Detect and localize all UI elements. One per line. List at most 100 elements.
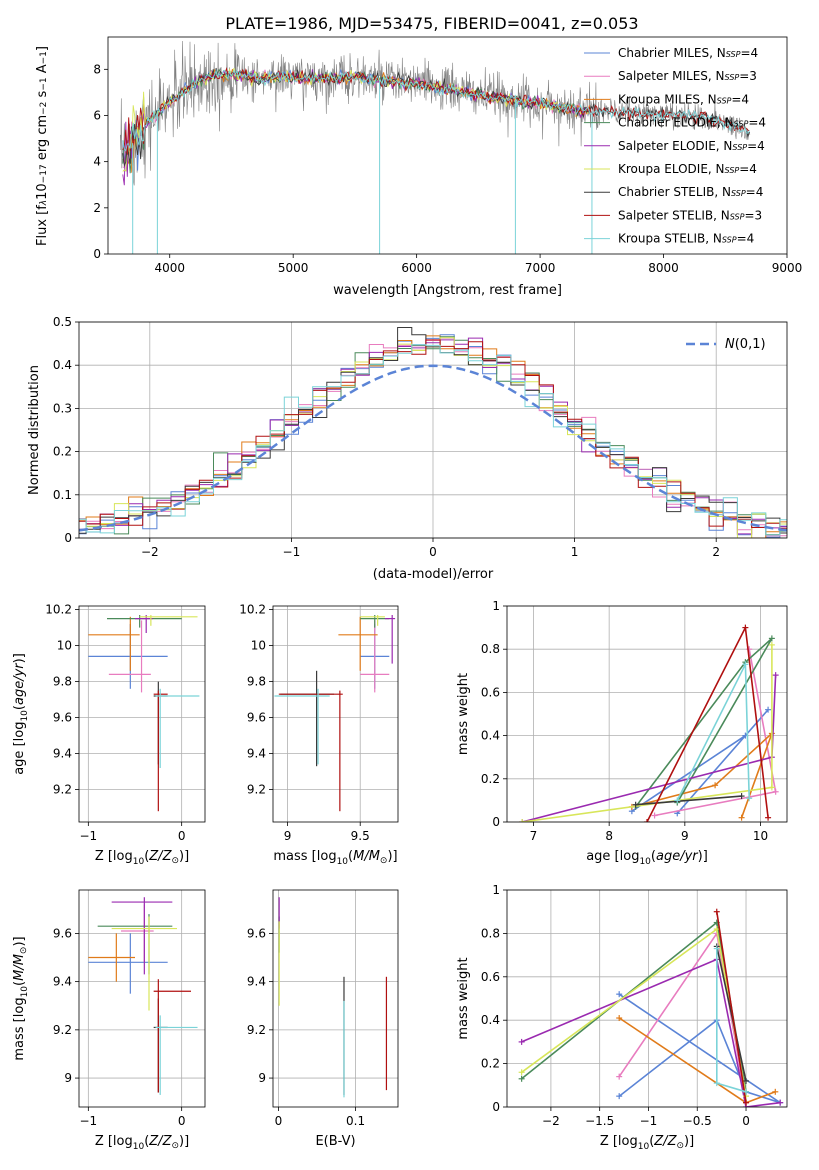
y-tick-label: 0.2	[481, 1057, 500, 1071]
y-tick-label: 0.8	[481, 642, 500, 656]
weight-series-line	[521, 921, 747, 1092]
x-tick-label: −1.5	[585, 1114, 614, 1128]
grid	[273, 890, 398, 1107]
legend-entry: N(0,1)	[725, 337, 766, 352]
x-tick-label: 1	[571, 545, 579, 559]
weight-series-line	[716, 946, 747, 1082]
histogram-series	[79, 334, 787, 538]
grid	[273, 606, 398, 822]
x-tick-label: 0.1	[346, 1114, 365, 1128]
axes-frame	[272, 605, 399, 823]
legend-entry: Chabrier MILES, NSSP=4	[618, 46, 758, 60]
x-tick-label: 9.5	[351, 829, 370, 843]
y-tick-label: 0.2	[481, 772, 500, 786]
ticks: −1 0 9 9.2 9.4 9.6	[53, 926, 186, 1128]
weight-series-line	[521, 644, 773, 822]
y-tick-label: 1	[492, 883, 500, 897]
x-tick-label: 8	[605, 829, 613, 843]
spectrum-lines	[120, 40, 751, 254]
x-axis-label: mass [log10(M/M⊙)]	[273, 849, 397, 867]
histogram-series	[79, 337, 787, 535]
age-vs-mass-plot: 9 9.5 9.2 9.4 9.6 9.8 10 10.2 mass [log10(M/M⊙)]	[239, 603, 399, 867]
y-tick-label: 0.1	[53, 488, 72, 502]
model-spectrum-line	[122, 69, 750, 152]
weight-lines	[518, 908, 784, 1107]
x-tick-label: 7	[530, 829, 538, 843]
x-axis-label: E(B-V)	[315, 1134, 355, 1149]
ticks: 4000 5000 6000 7000 8000 9000 0 2 4 6 8	[93, 62, 802, 275]
residuals-plot: −2 −1 0 1 2 0 0.1 0.2 0.3 0.4 0.5 N(0,1) (data-model…	[27, 315, 788, 582]
x-tick-label: 0	[275, 1114, 283, 1128]
mass-vs-metallicity-plot: −1 0 9 9.2 9.4 9.6 Z [log10(Z/Z⊙)] mass [log10(…	[12, 889, 206, 1152]
model-spectrum-line	[122, 69, 590, 169]
grid	[79, 606, 205, 822]
legend-entry: Salpeter MILES, NSSP=3	[618, 69, 757, 83]
weight-vs-metallicity-plot: −2 −1.5 −1 −0.5 0 0 0.2 0.4 0.6 0.8 1 Z [log10(Z/Z⊙…	[456, 883, 788, 1152]
y-tick-label: 9.2	[53, 783, 72, 797]
x-tick-label: 0	[429, 545, 437, 559]
y-tick-label: 9.6	[53, 926, 72, 940]
ticks: 0 0.1 9 9.2 9.4 9.6	[247, 926, 365, 1128]
y-tick-label: 10.2	[45, 603, 72, 617]
histogram-series	[79, 344, 787, 536]
ticks: −1 0 9.2 9.4 9.6 9.8 10 10.2	[45, 603, 185, 843]
y-tick-label: 0.4	[481, 729, 500, 743]
y-tick-label: 9	[64, 1071, 72, 1085]
y-tick-label: 10	[57, 639, 72, 653]
y-tick-label: 0	[93, 247, 101, 261]
y-tick-label: 9.4	[247, 747, 266, 761]
y-tick-label: 9.4	[53, 747, 72, 761]
histograms	[79, 327, 787, 538]
y-tick-label: 6	[93, 108, 101, 122]
x-tick-label: 7000	[525, 261, 556, 275]
spectrum-legend: Chabrier MILES, NSSP=4 Salpeter MILES, NS…	[584, 46, 766, 246]
y-tick-label: 0.5	[53, 315, 72, 329]
x-tick-label: −1	[79, 1114, 97, 1128]
x-tick-label: 0	[178, 1114, 186, 1128]
y-tick-label: 9.2	[53, 1023, 72, 1037]
legend-entry: Chabrier STELIB, NSSP=4	[618, 185, 763, 199]
x-tick-label: 9000	[772, 261, 803, 275]
y-tick-label: 9.4	[53, 975, 72, 989]
x-tick-label: 5000	[278, 261, 309, 275]
x-tick-label: 0	[178, 829, 186, 843]
age-vs-metallicity-plot: −1 0 9.2 9.4 9.6 9.8 10 10.2 Z [log10(Z/Z⊙)] age …	[12, 603, 206, 867]
x-axis-label: Z [log10(Z/Z⊙)]	[600, 1134, 694, 1152]
x-tick-label: 9	[681, 829, 689, 843]
x-tick-label: −1	[283, 545, 301, 559]
x-axis-label: Z [log10(Z/Z⊙)]	[95, 849, 189, 867]
errorbars	[278, 897, 388, 1098]
errorbars	[274, 615, 396, 812]
axes-frame	[272, 889, 399, 1108]
x-tick-label: 8000	[648, 261, 679, 275]
histogram-series	[79, 335, 787, 538]
y-tick-label: 0.4	[53, 358, 72, 372]
ticks: −2 −1 0 1 2 0 0.1 0.2 0.3 0.4 0.5	[53, 315, 720, 559]
y-tick-label: 0.8	[481, 926, 500, 940]
y-axis-label: mass weight	[456, 673, 471, 755]
y-tick-label: 9.8	[247, 675, 266, 689]
y-tick-label: 9.8	[53, 675, 72, 689]
legend-entry: Chabrier ELODIE, NSSP=4	[618, 116, 766, 130]
y-tick-label: 8	[93, 62, 101, 76]
axes-frame	[78, 321, 788, 539]
weight-vs-age-plot: 7 8 9 10 0 0.2 0.4 0.6 0.8 1 age [log10(age/yr)] ma…	[456, 599, 788, 867]
y-tick-label: 9.4	[247, 975, 266, 989]
axes-frame	[78, 605, 206, 823]
y-tick-label: 0.3	[53, 401, 72, 415]
y-axis-label: age [log10(age/yr)]	[12, 653, 30, 775]
y-tick-label: 0.4	[481, 1013, 500, 1027]
ticks: −2 −1.5 −1 −0.5 0 0 0.2 0.4 0.6 0.8 1	[481, 883, 750, 1128]
x-axis-label: (data-model)/error	[373, 567, 494, 582]
x-tick-label: 2	[712, 545, 720, 559]
x-tick-label: −1	[79, 829, 97, 843]
x-tick-label: −1	[640, 1114, 658, 1128]
weight-series-line	[618, 931, 747, 1103]
axes-frame	[107, 36, 788, 255]
y-axis-label: Normed distribution	[27, 365, 42, 495]
y-tick-label: 1	[492, 599, 500, 613]
axes-frame	[506, 889, 788, 1108]
x-tick-label: −2	[542, 1114, 560, 1128]
legend-entry: Salpeter ELODIE, NSSP=4	[618, 139, 765, 153]
